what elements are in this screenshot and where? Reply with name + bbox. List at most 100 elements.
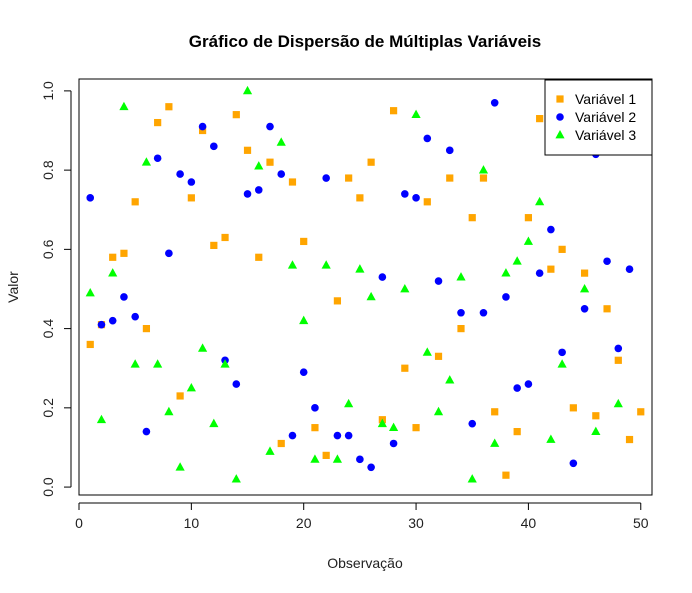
series-1-point	[637, 408, 645, 416]
series-1-point	[120, 249, 128, 257]
y-tick-label: 0.8	[40, 160, 56, 180]
series-2-point	[389, 439, 398, 448]
series-1-point	[367, 158, 375, 166]
series-3-point	[557, 359, 567, 368]
series-2-point	[165, 249, 173, 258]
series-3-point	[85, 287, 95, 297]
series-3-point	[591, 426, 601, 436]
series-1-point	[603, 305, 611, 313]
series-3-point	[197, 343, 208, 352]
series-3-point	[310, 454, 320, 463]
series-3-point	[377, 418, 387, 428]
series-1-point	[221, 233, 229, 242]
series-2-point	[614, 344, 623, 353]
series-2-point	[625, 265, 634, 273]
series-2-point	[266, 122, 274, 131]
series-1-point	[176, 392, 184, 400]
series-3-point	[456, 272, 466, 281]
legend-marker-2	[556, 113, 564, 121]
series-3-point	[478, 165, 489, 174]
y-tick-label: 0.2	[40, 398, 56, 418]
series-3-point	[546, 434, 556, 443]
series-3-point	[422, 347, 432, 356]
series-2-point	[311, 404, 319, 412]
series-1-point	[322, 451, 330, 459]
series-2	[86, 98, 645, 472]
x-tick-label: 30	[408, 515, 424, 531]
series-3-point	[579, 283, 590, 293]
series-2-point	[535, 269, 544, 277]
x-tick-label: 10	[184, 515, 200, 531]
series-1-point	[311, 424, 319, 432]
series-2-point	[569, 459, 578, 468]
x-tick-label: 40	[521, 515, 537, 531]
series-3-point	[299, 315, 309, 325]
series-1-point	[502, 471, 510, 479]
series-3-point	[209, 418, 219, 428]
series-3-point	[265, 446, 275, 455]
series-3-point	[153, 359, 163, 368]
series-1-point	[142, 325, 151, 333]
series-2-point	[468, 419, 477, 428]
series-2-point	[86, 194, 95, 202]
y-axis: 0.0 0.2 0.4 0.6 0.8 1.0	[40, 81, 72, 497]
series-3-point	[411, 109, 421, 119]
series-3-point	[535, 196, 545, 206]
series-1-point	[255, 253, 263, 261]
series-2-point	[457, 308, 465, 317]
series-3-point	[501, 268, 511, 277]
series-1-point	[232, 111, 240, 119]
series-1-point	[625, 435, 634, 444]
series-1-point	[592, 412, 600, 420]
series-1-point	[569, 404, 577, 412]
series-1-point	[412, 424, 420, 432]
series-1-point	[300, 237, 308, 246]
series-3-point	[175, 462, 185, 471]
series-1-point	[479, 174, 488, 182]
series-2-point	[479, 308, 488, 317]
series-3-point	[344, 398, 354, 408]
series-3-point	[467, 474, 477, 483]
series-3-point	[490, 438, 500, 447]
series-1-point	[86, 340, 94, 349]
series-1-point	[389, 107, 398, 115]
series-3-point	[242, 85, 253, 95]
series-1-point	[333, 297, 342, 305]
series-3-point	[220, 359, 230, 368]
series-1-point	[468, 214, 476, 222]
series-2-point	[490, 98, 499, 107]
series-2-point	[513, 384, 521, 392]
legend-label-2: Variável 2	[575, 109, 636, 125]
series-1-point	[547, 265, 555, 273]
series-2-point	[367, 463, 375, 472]
series-1-point	[614, 356, 622, 364]
series-3-point	[321, 260, 331, 269]
series-1-point	[580, 269, 589, 277]
series-1-point	[210, 241, 218, 249]
series-3-point	[332, 454, 343, 463]
series-2-point	[288, 431, 297, 440]
series-2-point	[153, 154, 162, 163]
series-1	[86, 103, 645, 479]
series-2-point	[423, 134, 432, 143]
series-3-point	[96, 414, 107, 424]
series-3-point	[355, 264, 365, 273]
series-2-point	[108, 316, 117, 325]
legend-marker-3	[555, 130, 565, 139]
series-1-point	[266, 158, 274, 166]
series-3-point	[523, 236, 534, 245]
series-2-point	[299, 368, 308, 376]
y-tick-label: 1.0	[40, 81, 56, 101]
series-3-point	[388, 422, 399, 432]
legend-marker-1	[556, 95, 564, 103]
legend: Variável 1 Variável 2 Variável 3	[544, 79, 653, 156]
series-2-point	[243, 190, 252, 198]
plot-frame	[78, 78, 653, 496]
series-2-point	[142, 427, 151, 436]
series-1-point	[154, 118, 162, 127]
legend-items: Variável 1 Variável 2 Variável 3	[555, 91, 636, 143]
series-2-point	[254, 186, 263, 194]
x-axis-label: Observação	[327, 555, 403, 571]
data-points	[85, 85, 646, 483]
